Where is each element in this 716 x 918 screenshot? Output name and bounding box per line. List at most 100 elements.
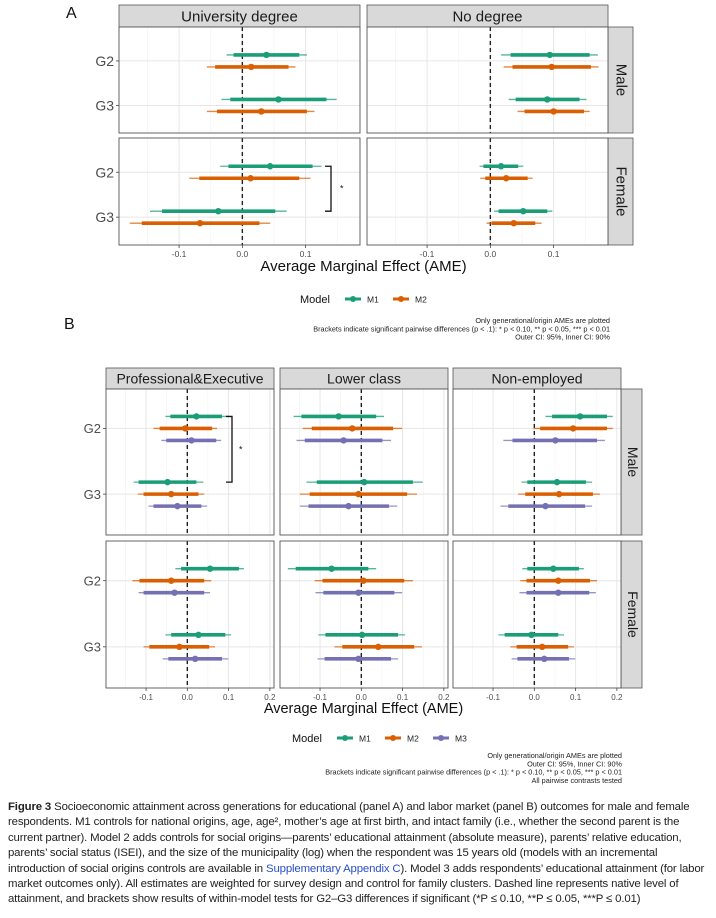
- facet-strip-label: Non-employed: [491, 371, 582, 387]
- significance-bracket: [226, 415, 233, 483]
- legend-entry-m2: M2: [415, 295, 427, 305]
- plot-panel-border: [452, 388, 622, 536]
- x-tick-label: 0.0: [356, 693, 368, 702]
- y-tick-label: G3: [95, 97, 114, 113]
- legend-key-point: [438, 735, 444, 741]
- facet-strip-label: University degree: [181, 8, 298, 25]
- x-tick-label: -0.1: [313, 693, 327, 702]
- plot-panel-bg: [280, 541, 448, 688]
- estimate-point-g2-m2: [502, 175, 510, 182]
- estimate-point-g2-m1: [550, 565, 557, 572]
- chart-note: Outer CI: 95%, Inner CI: 90%: [515, 333, 610, 342]
- estimate-point-g2-m2: [555, 577, 562, 584]
- estimate-point-g3-m1: [361, 478, 368, 486]
- estimate-point-g3-m2: [168, 490, 175, 498]
- legend: Model M1 M2: [300, 294, 427, 306]
- legend-key-point: [342, 735, 348, 741]
- estimate-point-g2-m1: [576, 413, 584, 420]
- facet-row-strip: [607, 137, 634, 246]
- estimate-point-g3-m2: [555, 490, 563, 498]
- panel-label: B: [64, 316, 75, 333]
- estimate-point-g3-m3: [191, 655, 199, 663]
- x-tick-label: 0.1: [397, 693, 409, 702]
- estimate-point-g2-m2: [349, 425, 356, 432]
- plot-panel-bg: [106, 541, 274, 688]
- caption-text-1: Socioeconomic attainment across generati…: [8, 801, 690, 875]
- estimate-point-g3-m3: [355, 655, 362, 663]
- y-tick-label: G3: [84, 487, 101, 502]
- legend-entry-m1: M1: [367, 295, 379, 305]
- legend-key-point: [350, 296, 356, 302]
- plot-panel-bg: [453, 541, 621, 688]
- plot-panel-border: [118, 26, 361, 134]
- x-tick-label: 0.1: [548, 249, 560, 259]
- facet-row-label: Female: [625, 591, 641, 638]
- estimate-point-g3-m2: [550, 108, 557, 115]
- x-tick-label: 0.1: [300, 249, 312, 259]
- chart-note: All pairwise contrasts tested: [532, 776, 622, 785]
- panel-label: A: [66, 5, 77, 22]
- legend-entry-m2: M2: [407, 734, 419, 744]
- plot-panel-bg: [119, 138, 360, 245]
- x-tick-label: -0.1: [139, 693, 153, 702]
- estimate-point-g2-m1: [263, 51, 270, 59]
- plot-panel-bg: [367, 27, 608, 133]
- y-tick-label: G3: [84, 640, 101, 655]
- estimate-point-g3-m1: [520, 207, 527, 215]
- estimate-point-g3-m2: [196, 219, 204, 227]
- estimate-point-g2-m2: [569, 425, 577, 432]
- estimate-point-g3-m1: [553, 478, 561, 486]
- x-axis-title: Average Marginal Effect (AME): [260, 258, 466, 275]
- caption-label: Figure 3: [8, 801, 52, 813]
- chart-note: Brackets indicate significant pairwise d…: [313, 324, 610, 333]
- estimate-point-g2-m2: [548, 63, 555, 71]
- legend-key-point: [398, 296, 404, 302]
- estimate-point-g3-m1: [358, 631, 366, 639]
- estimate-point-g3-m2: [258, 108, 265, 115]
- plot-panel-border: [452, 540, 622, 689]
- legend-title: Model: [300, 294, 330, 306]
- x-axis-title: Average Marginal Effect (AME): [264, 701, 463, 717]
- estimate-point-g2-m2: [247, 175, 254, 182]
- estimate-point-g2-m1: [335, 413, 342, 420]
- x-tick-label: -0.1: [172, 249, 187, 259]
- estimate-point-g3-m3: [345, 502, 352, 510]
- estimate-point-g2-m1: [328, 565, 335, 572]
- y-tick-label: G2: [95, 164, 114, 180]
- plot-panel-border: [105, 388, 275, 536]
- plot-panel-bg: [367, 138, 608, 245]
- estimate-point-g3-m2: [375, 643, 382, 651]
- significance-star: *: [340, 184, 344, 194]
- figure-canvas: A University degree No degree Male G2 G3 Femal…: [64, 4, 643, 785]
- y-tick-label: G2: [84, 421, 101, 436]
- estimate-point-g3-m3: [541, 655, 548, 663]
- estimate-point-g3-m2: [510, 219, 517, 227]
- estimate-point-g2-m3: [340, 437, 347, 444]
- significance-bracket: [325, 165, 332, 212]
- chart-note: Outer CI: 95%, Inner CI: 90%: [527, 759, 622, 768]
- facet-row-label: Male: [613, 64, 630, 97]
- chart-note: Brackets indicate significant pairwise d…: [325, 768, 622, 777]
- estimate-point-g2-m2: [360, 577, 367, 584]
- estimate-point-g2-m3: [355, 589, 362, 596]
- x-tick-label: 0.1: [570, 693, 582, 702]
- estimate-point-g2-m2: [168, 577, 175, 584]
- estimate-point-g3-m1: [215, 207, 222, 215]
- legend-entry-m3: M3: [455, 734, 467, 744]
- facet-strip-label: Professional&Executive: [116, 371, 263, 387]
- estimate-point-g3-m3: [174, 502, 181, 510]
- estimate-point-g3-m1: [164, 478, 171, 486]
- supplementary-appendix-link[interactable]: Supplementary Appendix C: [266, 862, 401, 875]
- x-tick-label: -0.1: [420, 249, 435, 259]
- plot-panel-border: [279, 388, 449, 536]
- estimate-point-g3-m3: [542, 502, 549, 510]
- y-tick-label: G3: [95, 209, 114, 225]
- x-tick-label: 0.2: [438, 693, 450, 702]
- estimate-point-g3-m1: [544, 96, 551, 103]
- plot-panel-bg: [280, 389, 448, 535]
- facet-strip-label: Lower class: [327, 371, 401, 387]
- x-tick-label: 0.2: [264, 693, 276, 702]
- facet-row-strip: [607, 26, 634, 134]
- chart-note: Only generational/origin AMEs are plotte…: [487, 751, 622, 760]
- plot-panel-border: [118, 137, 361, 246]
